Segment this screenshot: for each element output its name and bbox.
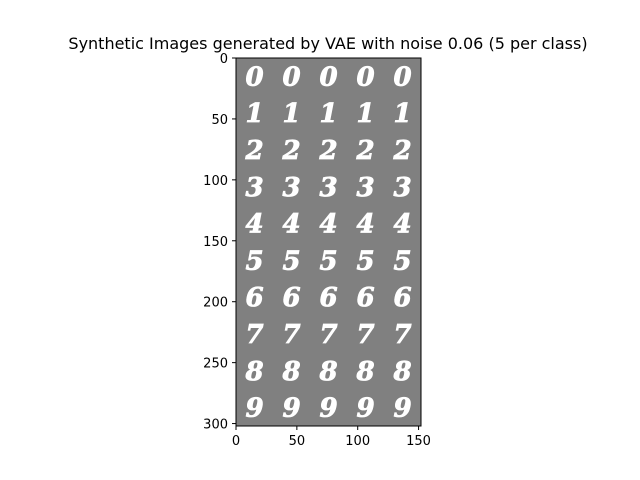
digit-4-sample-5: 4	[393, 210, 411, 240]
digit-5-sample-5: 5	[393, 246, 411, 276]
y-tick-label: 100	[203, 174, 228, 189]
digit-3-sample-5: 3	[393, 173, 411, 203]
digit-6-sample-5: 6	[393, 283, 411, 313]
y-tick-label: 0	[220, 52, 228, 67]
digit-0-sample-2: 0	[282, 62, 300, 92]
digit-2-sample-4: 2	[355, 136, 374, 166]
digit-1-sample-4: 1	[356, 99, 374, 129]
x-axis: 0 50 100 150	[232, 426, 431, 449]
digit-4-sample-2: 4	[282, 210, 300, 240]
digit-3-sample-2: 3	[282, 173, 300, 203]
x-tick-label: 0	[232, 434, 240, 449]
digit-8-sample-2: 8	[281, 357, 300, 387]
digit-8-sample-1: 8	[244, 357, 263, 387]
digit-0-sample-3: 0	[319, 62, 337, 92]
digit-3-sample-1: 3	[245, 173, 263, 203]
axes-frame	[235, 57, 422, 427]
digit-grid: 0 0 0 0 01 1 1 1 12 2 2 2 23 3 3 3 34 4 4 4 45 5 5 5 56 6 6 6 67 7 7 7 7…	[244, 62, 412, 424]
image-background	[236, 58, 421, 426]
x-tick-label: 100	[345, 434, 370, 449]
digit-2-sample-1: 2	[244, 136, 263, 166]
digit-9-sample-1: 9	[245, 394, 263, 424]
digit-9-sample-3: 9	[319, 394, 337, 424]
digit-9-sample-5: 9	[393, 394, 411, 424]
digit-4-sample-1: 4	[245, 210, 263, 240]
digit-7-sample-1: 7	[245, 320, 263, 350]
digit-7-sample-3: 7	[319, 320, 337, 350]
digit-8-sample-5: 8	[392, 357, 411, 387]
digit-6-sample-2: 6	[282, 283, 300, 313]
digit-7-sample-4: 7	[356, 320, 374, 350]
digit-1-sample-2: 1	[282, 99, 300, 129]
y-tick-label: 250	[203, 357, 228, 372]
y-tick-label: 50	[211, 113, 228, 128]
digit-8-sample-4: 8	[355, 357, 374, 387]
digit-2-sample-3: 2	[318, 136, 337, 166]
digit-0-sample-1: 0	[245, 62, 263, 92]
digit-1-sample-1: 1	[245, 99, 263, 129]
digit-7-sample-5: 7	[393, 320, 411, 350]
digit-0-sample-4: 0	[356, 62, 374, 92]
digit-9-sample-2: 9	[282, 394, 300, 424]
y-tick-label: 150	[203, 235, 228, 250]
digit-6-sample-3: 6	[319, 283, 337, 313]
digit-5-sample-4: 5	[356, 246, 374, 276]
digit-1-sample-3: 1	[319, 99, 337, 129]
digit-9-sample-4: 9	[356, 394, 374, 424]
digit-4-sample-3: 4	[319, 210, 337, 240]
digit-7-sample-2: 7	[282, 320, 300, 350]
digit-0-sample-5: 0	[393, 62, 411, 92]
digit-5-sample-1: 5	[245, 246, 263, 276]
digit-6-sample-1: 6	[245, 283, 263, 313]
y-axis: 0 50 100 150 200 250 300	[203, 52, 236, 433]
digit-2-sample-2: 2	[281, 136, 300, 166]
digit-5-sample-3: 5	[319, 246, 337, 276]
x-tick-label: 150	[406, 434, 431, 449]
digit-6-sample-4: 6	[356, 283, 374, 313]
x-tick-label: 50	[289, 434, 306, 449]
y-tick-label: 300	[203, 418, 228, 433]
y-tick-label: 200	[203, 296, 228, 311]
digit-8-sample-3: 8	[318, 357, 337, 387]
digit-1-sample-5: 1	[393, 99, 411, 129]
digit-3-sample-3: 3	[319, 173, 337, 203]
digit-4-sample-4: 4	[356, 210, 374, 240]
chart-title: Synthetic Images generated by VAE with n…	[68, 34, 587, 53]
digit-2-sample-5: 2	[392, 136, 411, 166]
digit-3-sample-4: 3	[356, 173, 374, 203]
digit-5-sample-2: 5	[282, 246, 300, 276]
